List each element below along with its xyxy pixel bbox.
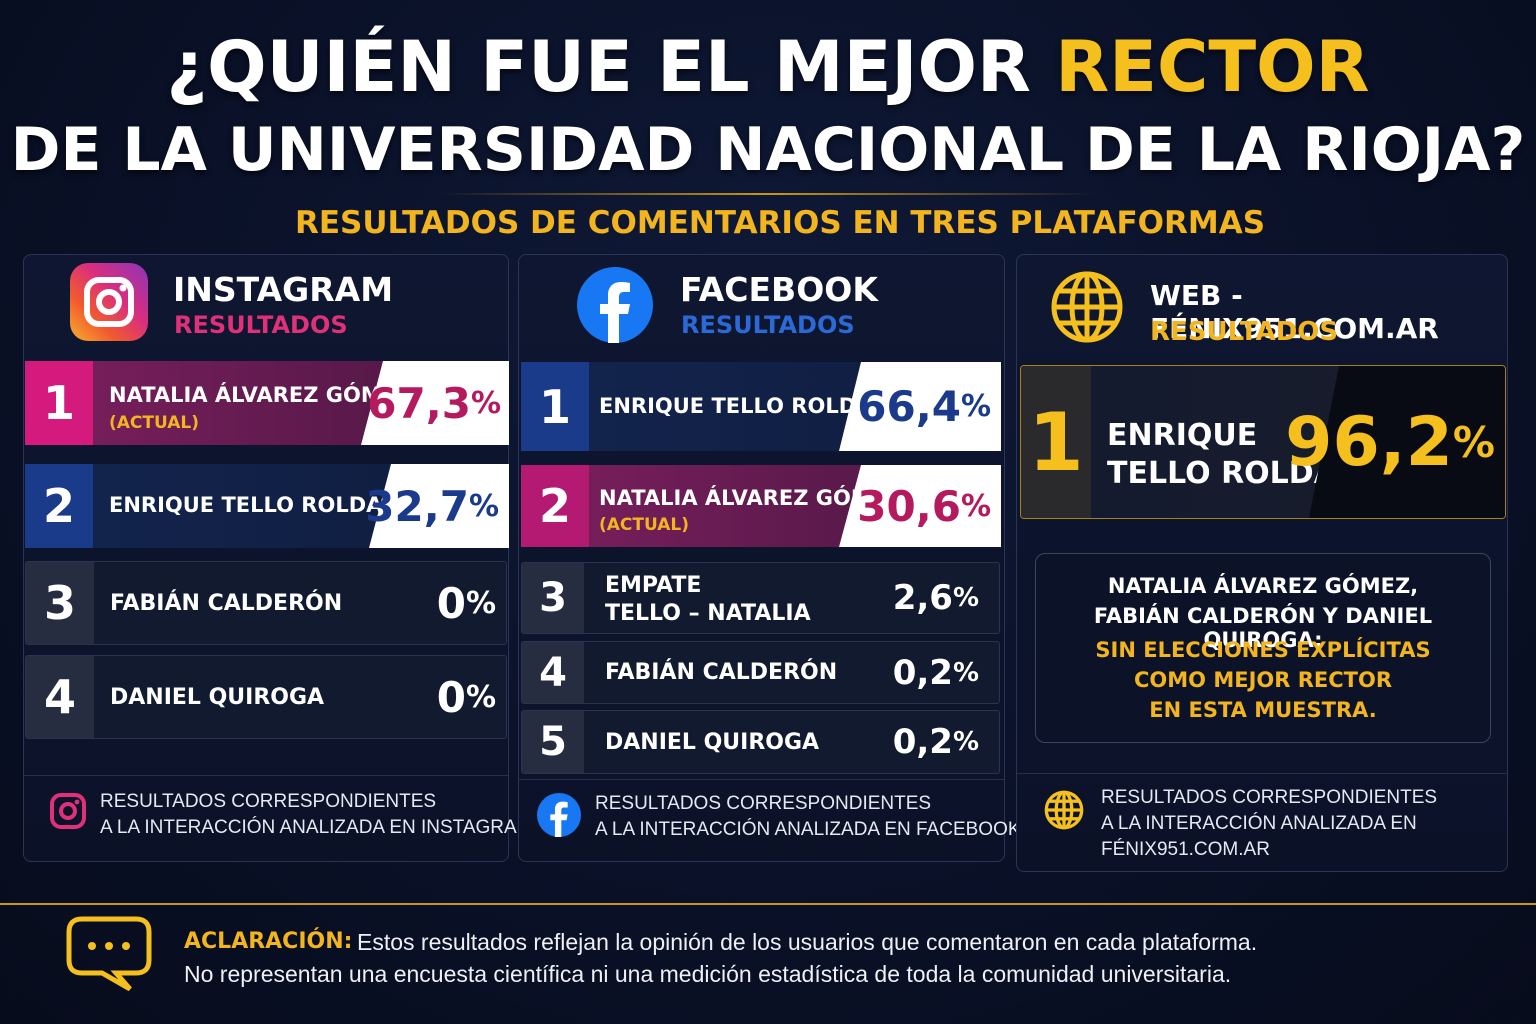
- instagram-row-2: 2 ENRIQUE TELLO ROLDÁN 32,7%: [25, 464, 509, 548]
- candidate-name-line2: TELLO – NATALIA: [605, 601, 811, 626]
- rank-number: 2: [521, 465, 589, 547]
- instagram-title: INSTAGRAM: [173, 270, 394, 309]
- web-footer-line2: A LA INTERACCIÓN ANALIZADA EN: [1101, 813, 1417, 834]
- disclaimer-label: ACLARACIÓN:: [184, 929, 353, 954]
- title-highlight: RECTOR: [1055, 26, 1370, 108]
- percent-value: 0,2%: [892, 652, 979, 693]
- instagram-row-3: 3 FABIÁN CALDERÓN 0%: [25, 561, 507, 645]
- instagram-small-icon: [48, 791, 88, 831]
- web-top-result: 1 ENRIQUE TELLO ROLDÁN 96,2%: [1020, 365, 1506, 519]
- disclaimer-text-line1: Estos resultados reflejan la opinión de …: [357, 929, 1258, 955]
- title-divider: [440, 193, 1096, 195]
- globe-small-icon: [1043, 789, 1085, 831]
- percent-box: [839, 465, 1001, 547]
- instagram-panel: INSTAGRAM RESULTADOS 1 NATALIA ÁLVAREZ G…: [23, 254, 533, 862]
- percent-value: 2,6%: [892, 578, 979, 618]
- note-line-2: FABIÁN CALDERÓN Y DANIEL QUIROGA:: [1093, 604, 1433, 652]
- instagram-footer-line1: RESULTADOS CORRESPONDIENTES: [100, 791, 437, 812]
- rank-number: 2: [25, 464, 93, 548]
- facebook-row-4: 4 FABIÁN CALDERÓN 0,2%: [521, 641, 1000, 704]
- candidate-name: ENRIQUE TELLO ROLDÁN: [109, 493, 400, 517]
- percent-box: [839, 362, 1001, 451]
- web-footer-line3: FÉNIX951.COM.AR: [1101, 839, 1270, 860]
- candidate-name-line1: ENRIQUE: [1107, 418, 1258, 453]
- web-panel: WEB - FÉNIX951.COM.AR RESULTADOS 1 ENRIQ…: [1016, 254, 1508, 872]
- rank-number: 4: [26, 656, 94, 738]
- percent-box: [361, 361, 509, 445]
- globe-icon: [1049, 269, 1125, 345]
- percent-value: 0,2%: [892, 722, 979, 762]
- candidate-name: ENRIQUE TELLO ROLDÁN: [599, 394, 890, 418]
- page-subtitle: RESULTADOS DE COMENTARIOS EN TRES PLATAF…: [294, 205, 1266, 241]
- facebook-footer-line1: RESULTADOS CORRESPONDIENTES: [595, 793, 932, 814]
- rank-number: 1: [1021, 366, 1091, 518]
- web-note-box: NATALIA ÁLVAREZ GÓMEZ, FABIÁN CALDERÓN Y…: [1035, 553, 1491, 743]
- facebook-icon: [577, 267, 653, 343]
- disclaimer-divider: [0, 903, 1536, 905]
- percent-box: [1309, 366, 1505, 518]
- rank-number: 4: [522, 642, 584, 703]
- instagram-icon: [70, 263, 148, 341]
- facebook-panel: FACEBOOK RESULTADOS 1 ENRIQUE TELLO ROLD…: [518, 254, 1021, 862]
- percent-value: 67,3%: [367, 378, 501, 428]
- footer-divider: [24, 775, 508, 776]
- percent-box: [369, 464, 509, 548]
- page-title-line2: DE LA UNIVERSIDAD NACIONAL DE LA RIOJA?: [10, 115, 1526, 185]
- candidate-name: DANIEL QUIROGA: [110, 685, 325, 710]
- rank-number: 1: [521, 362, 589, 451]
- percent-value: 0%: [436, 578, 496, 628]
- web-title: WEB - FÉNIX951.COM.AR: [1150, 279, 1439, 345]
- candidate-name: DANIEL QUIROGA: [605, 730, 820, 755]
- candidate-name: EMPATE: [605, 573, 702, 598]
- title-text: ¿QUIÉN FUE EL MEJOR: [166, 26, 1056, 108]
- rank-number: 1: [25, 361, 93, 445]
- footer-divider: [1017, 773, 1507, 774]
- percent-value: 66,4%: [857, 382, 991, 431]
- percent-value: 96,2%: [1285, 402, 1495, 482]
- web-footer-line1: RESULTADOS CORRESPONDIENTES: [1101, 787, 1438, 808]
- note-line-4: COMO MEJOR RECTOR: [1134, 668, 1392, 692]
- facebook-row-1: 1 ENRIQUE TELLO ROLDÁN 66,4%: [521, 362, 1001, 451]
- instagram-results-label: RESULTADOS: [174, 311, 348, 339]
- chat-bubble-icon: [64, 914, 154, 994]
- note-line-3: SIN ELECCIONES EXPLÍCITAS: [1095, 638, 1431, 662]
- instagram-row-4: 4 DANIEL QUIROGA 0%: [25, 655, 507, 739]
- rank-number: 3: [26, 562, 94, 644]
- note-line-1: NATALIA ÁLVAREZ GÓMEZ,: [1107, 574, 1419, 598]
- percent-value: 0%: [436, 672, 496, 722]
- rank-number: 3: [522, 563, 584, 633]
- note-line-5: EN ESTA MUESTRA.: [1149, 698, 1377, 722]
- page-title-line1: ¿QUIÉN FUE EL MEJOR RECTOR: [0, 22, 1536, 112]
- footer-divider: [519, 779, 1004, 780]
- percent-value: 32,7%: [365, 481, 499, 531]
- facebook-row-5: 5 DANIEL QUIROGA 0,2%: [521, 710, 1000, 774]
- percent-value: 30,6%: [857, 481, 991, 531]
- facebook-results-label: RESULTADOS: [681, 311, 855, 339]
- instagram-footer-line2: A LA INTERACCIÓN ANALIZADA EN INSTAGRAM: [100, 817, 533, 838]
- disclaimer-text-line2: No representan una encuesta científica n…: [184, 961, 1232, 987]
- facebook-row-3: 3 EMPATE TELLO – NATALIA 2,6%: [521, 562, 1000, 634]
- candidate-name: FABIÁN CALDERÓN: [605, 660, 838, 685]
- web-results-label: RESULTADOS: [1150, 317, 1339, 347]
- candidate-note: (ACTUAL): [109, 413, 200, 433]
- rank-number: 5: [522, 711, 584, 773]
- facebook-small-icon: [537, 793, 581, 837]
- candidate-name: NATALIA ÁLVAREZ GÓMEZ: [109, 383, 412, 407]
- candidate-note: (ACTUAL): [599, 515, 690, 535]
- candidate-name: FABIÁN CALDERÓN: [110, 591, 343, 616]
- facebook-row-2: 2 NATALIA ÁLVAREZ GÓMEZ (ACTUAL) 30,6%: [521, 465, 1001, 547]
- facebook-title: FACEBOOK: [680, 270, 878, 309]
- instagram-row-1: 1 NATALIA ÁLVAREZ GÓMEZ (ACTUAL) 67,3%: [25, 361, 509, 445]
- facebook-footer-line2: A LA INTERACCIÓN ANALIZADA EN FACEBOOK: [595, 819, 1021, 840]
